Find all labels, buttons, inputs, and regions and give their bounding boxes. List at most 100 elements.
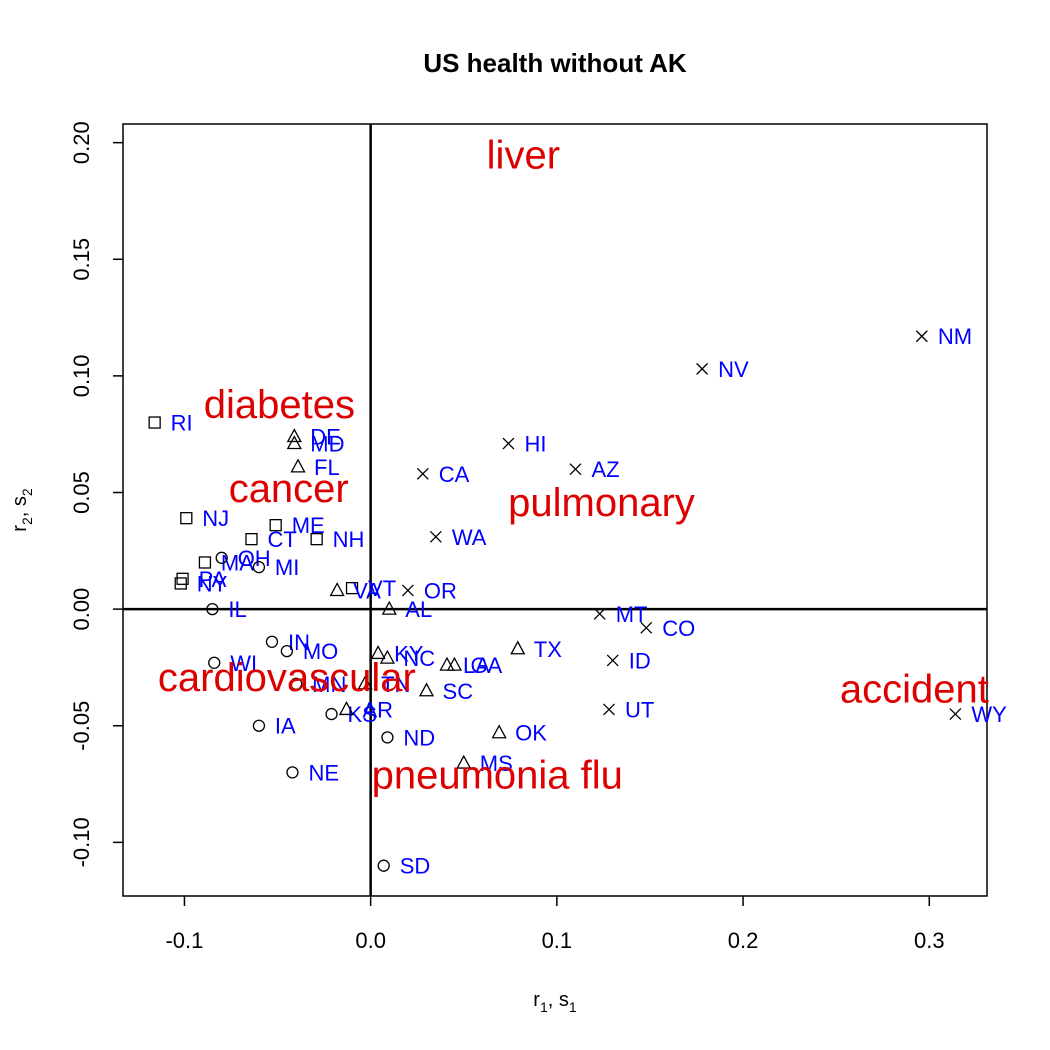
point-ut — [603, 703, 615, 716]
state-label-fl: FL — [314, 455, 340, 480]
y-tick-label: 0.15 — [69, 238, 94, 281]
point-id — [606, 654, 619, 667]
state-label-oh: OH — [238, 546, 271, 571]
y-tick-label: 0.20 — [69, 121, 94, 164]
state-label-vt: VT — [368, 576, 396, 601]
state-label-ny: NY — [197, 571, 228, 596]
point-nh — [310, 533, 323, 546]
state-label-sd: SD — [400, 854, 431, 879]
y-tick-label: 0.00 — [69, 588, 94, 631]
point-ky — [370, 645, 386, 660]
point-co — [640, 621, 653, 634]
state-label-ok: OK — [515, 721, 547, 746]
plot-frame — [122, 123, 988, 897]
state-label-wi: WI — [230, 651, 257, 676]
state-label-il: IL — [228, 597, 246, 622]
point-mi — [252, 560, 266, 574]
variable-label-cancer: cancer — [229, 467, 349, 511]
state-label-ia: IA — [275, 714, 296, 739]
point-nj — [180, 512, 193, 525]
point-az — [569, 463, 582, 476]
point-ri — [148, 416, 161, 429]
x-tick-label: 0.2 — [728, 928, 759, 953]
y-tick-label: 0.05 — [69, 471, 94, 514]
point-il — [206, 602, 219, 616]
x-tick-label: 0.3 — [914, 928, 945, 953]
state-label-al: AL — [405, 597, 432, 622]
point-nd — [381, 731, 394, 744]
state-label-mn: MN — [312, 672, 346, 697]
point-vt — [345, 581, 359, 595]
point-nv — [696, 362, 709, 375]
state-label-or: OR — [424, 578, 457, 603]
state-label-ut: UT — [625, 697, 654, 722]
point-sd — [377, 859, 390, 872]
point-ok — [491, 724, 507, 739]
point-wi — [208, 656, 221, 669]
state-label-mt: MT — [616, 602, 648, 627]
variable-label-pulmonary: pulmonary — [508, 481, 695, 525]
point-nc — [379, 649, 396, 664]
state-label-co: CO — [662, 616, 695, 641]
point-ny — [174, 577, 187, 590]
point-ma — [198, 556, 212, 569]
x-tick-label: 0.1 — [542, 928, 573, 953]
state-label-la: LA — [463, 653, 490, 678]
state-label-ky: KY — [394, 641, 424, 666]
x-tick-label: -0.1 — [165, 928, 203, 953]
state-label-wy: WY — [971, 702, 1007, 727]
state-label-ga: GA — [470, 653, 502, 678]
x-tick-label: 0.0 — [355, 928, 386, 953]
point-hi — [502, 437, 515, 450]
point-ne — [286, 766, 299, 779]
state-label-nj: NJ — [202, 506, 229, 531]
point-ms — [456, 754, 472, 769]
state-label-va: VA — [353, 578, 381, 603]
state-label-nc: NC — [403, 646, 435, 671]
state-label-az: AZ — [591, 457, 619, 482]
variable-label-accident: accident — [840, 667, 989, 711]
point-de — [286, 428, 302, 443]
state-label-tx: TX — [534, 637, 562, 662]
point-ca — [416, 467, 429, 480]
point-tn — [357, 675, 373, 690]
state-label-ct: CT — [267, 527, 296, 552]
state-label-tn: TN — [381, 672, 410, 697]
point-mn — [290, 677, 303, 690]
x-axis-label: r1, s1 — [533, 989, 577, 1015]
point-in — [265, 635, 279, 648]
variable-label-cardiovascular: cardiovascular — [158, 656, 416, 700]
state-label-pa: PA — [199, 567, 227, 592]
state-label-wa: WA — [452, 525, 487, 550]
point-ks — [325, 707, 338, 721]
y-tick-label: 0.10 — [69, 354, 94, 397]
y-tick-label: -0.05 — [69, 701, 94, 751]
variable-label-liver: liver — [487, 133, 560, 177]
state-label-nh: NH — [333, 527, 365, 552]
x-axis: -0.1 0.0 0.1 0.2 0.3 — [165, 896, 945, 953]
state-label-de: DE — [310, 425, 341, 450]
point-fl — [290, 458, 306, 473]
state-label-in: IN — [288, 630, 310, 655]
state-label-nm: NM — [938, 324, 972, 349]
point-pa — [176, 572, 189, 585]
variable-labels: liver diabetes cancer pulmonary cardiovascul… — [158, 133, 989, 797]
state-label-ms: MS — [480, 751, 513, 776]
point-sc — [418, 682, 435, 697]
y-axis-label: r2, s2 — [9, 488, 35, 532]
point-oh — [215, 551, 228, 564]
state-label-id: ID — [629, 648, 651, 673]
state-label-ca: CA — [439, 462, 470, 487]
reference-lines — [123, 124, 987, 896]
point-nm — [915, 330, 928, 343]
state-label-ar: AR — [362, 697, 393, 722]
state-label-sc: SC — [443, 679, 474, 704]
point-wa — [429, 530, 442, 543]
point-al — [381, 600, 397, 615]
point-ia — [252, 719, 266, 732]
chart-title: US health without AK — [423, 48, 687, 78]
state-label-md: MD — [310, 432, 344, 457]
point-la — [439, 656, 455, 671]
